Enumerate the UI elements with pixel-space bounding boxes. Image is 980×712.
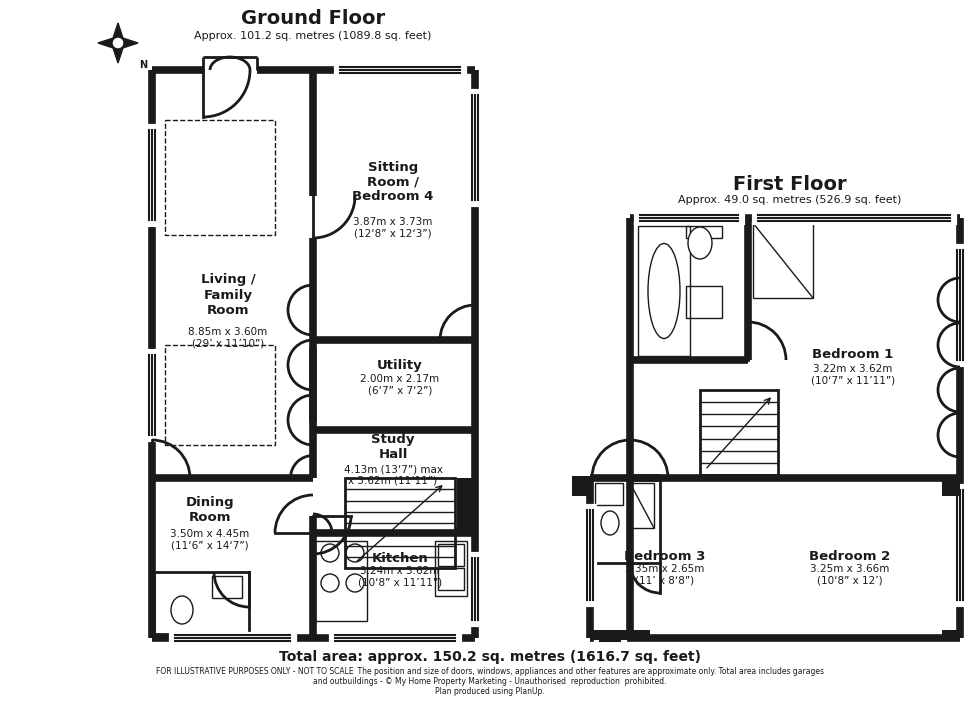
Bar [630, 483, 654, 528]
Text: Sitting
Room /
Bedroom 4: Sitting Room / Bedroom 4 [353, 160, 434, 204]
Polygon shape [118, 38, 138, 48]
Text: 3.87m x 3.73m
(12‘8” x 12‘3”): 3.87m x 3.73m (12‘8” x 12‘3”) [354, 217, 433, 239]
Text: 3.24m x 3.62m
(10‘8” x 11’11”): 3.24m x 3.62m (10‘8” x 11’11”) [358, 566, 442, 588]
Text: 8.85m x 3.60m
(29’ x 11’10”): 8.85m x 3.60m (29’ x 11’10”) [188, 328, 268, 349]
Text: and outbuildings - © My Home Property Marketing - Unauthorised  reproduction  pr: and outbuildings - © My Home Property Ma… [314, 678, 666, 686]
Bar [165, 345, 275, 445]
Bar [315, 541, 367, 621]
Polygon shape [113, 43, 122, 63]
Bar [165, 120, 275, 235]
Bar [572, 476, 590, 496]
Bar [590, 478, 660, 563]
Text: First Floor: First Floor [733, 175, 847, 194]
Text: Ground Floor: Ground Floor [241, 9, 385, 28]
Text: Plan produced using PlanUp.: Plan produced using PlanUp. [435, 688, 545, 696]
Bar [438, 568, 464, 590]
Text: Approx. 101.2 sq. metres (1089.8 sq. feet): Approx. 101.2 sq. metres (1089.8 sq. fee… [194, 31, 431, 41]
Ellipse shape [601, 511, 619, 535]
Polygon shape [98, 38, 118, 48]
Bar [457, 478, 475, 533]
Ellipse shape [688, 227, 712, 259]
Bar [438, 544, 464, 566]
Text: N: N [139, 60, 147, 70]
Text: Living /
Family
Room: Living / Family Room [201, 273, 256, 317]
Bar [435, 541, 467, 596]
Bar [345, 478, 455, 568]
Bar [686, 226, 722, 238]
Text: 4.13m (13‘7”) max
x 3.62m (11’11”): 4.13m (13‘7”) max x 3.62m (11’11”) [344, 464, 443, 486]
Text: 2.00m x 2.17m
(6‘7” x 7‘2”): 2.00m x 2.17m (6‘7” x 7‘2”) [361, 375, 440, 396]
Text: Study
Hall: Study Hall [371, 433, 415, 461]
Bar [753, 223, 813, 298]
Text: 3.35m x 2.65m
(11’ x 8‘8”): 3.35m x 2.65m (11’ x 8‘8”) [625, 564, 705, 586]
Text: Dining
Room: Dining Room [185, 496, 234, 524]
Bar [154, 572, 249, 634]
Bar [638, 226, 690, 356]
Bar [686, 286, 722, 318]
Bar [942, 476, 960, 496]
Ellipse shape [648, 244, 680, 338]
Text: Bedroom 2: Bedroom 2 [809, 550, 891, 562]
Polygon shape [113, 23, 122, 43]
Bar [942, 630, 960, 640]
Ellipse shape [171, 596, 193, 624]
Bar [595, 483, 623, 505]
Text: Kitchen: Kitchen [371, 552, 428, 565]
Text: 3.25m x 3.66m
(10‘8” x 12’): 3.25m x 3.66m (10‘8” x 12’) [810, 564, 890, 586]
Bar [212, 576, 242, 598]
Circle shape [112, 37, 124, 49]
Text: Bedroom 3: Bedroom 3 [624, 550, 706, 562]
Text: 3.50m x 4.45m
(11‘6” x 14‘7”): 3.50m x 4.45m (11‘6” x 14‘7”) [171, 529, 250, 551]
Bar [590, 630, 650, 640]
Bar [700, 390, 778, 475]
Text: Approx. 49.0 sq. metres (526.9 sq. feet): Approx. 49.0 sq. metres (526.9 sq. feet) [678, 195, 902, 205]
Text: Bedroom 1: Bedroom 1 [812, 348, 894, 362]
Text: 3.22m x 3.62m
(10‘7” x 11’11”): 3.22m x 3.62m (10‘7” x 11’11”) [810, 365, 895, 386]
Text: Utility: Utility [377, 359, 423, 372]
Text: FOR ILLUSTRATIVE PURPOSES ONLY - NOT TO SCALE The position and size of doors, wi: FOR ILLUSTRATIVE PURPOSES ONLY - NOT TO … [156, 668, 824, 676]
Text: Total area: approx. 150.2 sq. metres (1616.7 sq. feet): Total area: approx. 150.2 sq. metres (16… [279, 650, 701, 664]
